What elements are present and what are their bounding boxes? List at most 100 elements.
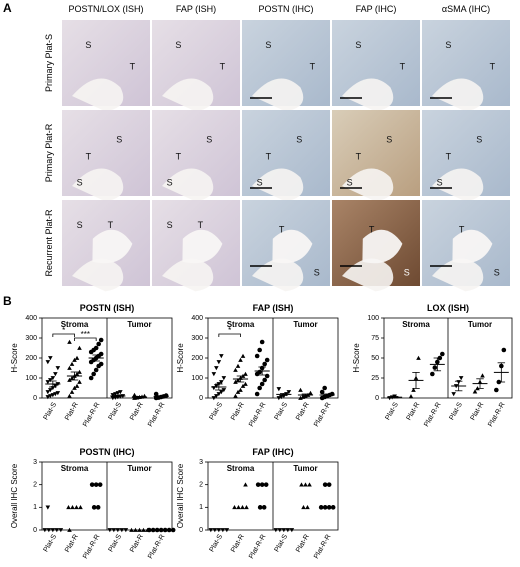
data-point <box>235 377 241 382</box>
data-point <box>472 389 478 394</box>
data-point <box>451 392 456 397</box>
group-label: Stroma <box>227 320 255 329</box>
data-point <box>48 388 53 393</box>
data-point <box>298 387 303 392</box>
data-point <box>219 380 224 385</box>
y-axis-label: H-Score <box>352 343 361 373</box>
data-point <box>66 505 71 510</box>
data-point <box>69 389 75 394</box>
x-tick-label: Plat-R <box>295 533 311 553</box>
data-point <box>233 393 238 398</box>
significance-label: * <box>228 326 231 335</box>
column-header: FAP (ISH) <box>176 4 216 14</box>
data-point <box>257 385 262 391</box>
y-tick-label: 400 <box>25 315 37 322</box>
x-tick-label: Plat-R <box>406 401 422 421</box>
data-point <box>170 527 176 533</box>
data-point <box>264 373 270 379</box>
x-tick-label: Plat-R <box>129 533 145 553</box>
group-label: Tumor <box>127 464 151 473</box>
data-point <box>233 379 238 384</box>
data-point <box>98 337 104 343</box>
data-point <box>322 505 328 510</box>
data-point <box>243 381 248 386</box>
data-point <box>137 527 142 532</box>
data-point <box>261 505 267 510</box>
data-point <box>236 505 241 510</box>
significance-label: *** <box>81 330 90 339</box>
data-point <box>263 482 269 487</box>
data-point <box>232 505 237 510</box>
data-point <box>220 528 226 533</box>
x-tick-label: Plat-R-R <box>147 401 166 428</box>
data-point <box>254 353 260 359</box>
data-point <box>72 357 77 362</box>
row-label: Recurrent Plat-R <box>44 209 54 277</box>
x-tick-label: Plat-S <box>43 401 59 421</box>
tissue-label: S <box>265 40 271 50</box>
data-point <box>301 505 306 510</box>
column-header: αSMA (IHC) <box>442 4 490 14</box>
data-point <box>216 528 222 533</box>
data-point <box>77 345 82 350</box>
tissue-lumen <box>162 78 214 112</box>
data-point <box>216 392 222 397</box>
y-tick-label: 200 <box>191 355 203 362</box>
data-point <box>132 392 137 397</box>
data-point <box>255 482 261 487</box>
data-point <box>45 360 51 365</box>
tissue-label: T <box>369 224 375 234</box>
data-point <box>166 527 172 533</box>
data-point <box>212 528 218 533</box>
data-point <box>78 505 83 510</box>
data-point <box>53 372 58 377</box>
tissue-lumen <box>362 229 403 264</box>
data-point <box>214 366 219 371</box>
data-point <box>88 375 94 381</box>
tissue-label: S <box>437 177 443 187</box>
y-tick-label: 100 <box>367 315 379 322</box>
x-tick-label: Plat-S <box>274 401 290 421</box>
data-point <box>286 390 292 395</box>
data-point <box>319 389 325 395</box>
tissue-label: S <box>85 40 91 50</box>
chart-title: FAP (IHC) <box>252 447 293 457</box>
tissue-label: S <box>476 134 482 144</box>
data-point <box>494 387 499 393</box>
data-point <box>219 390 224 395</box>
data-point <box>221 376 227 381</box>
tissue-lumen <box>162 168 214 202</box>
tissue-label: T <box>459 224 465 234</box>
data-point <box>326 505 332 510</box>
data-point <box>119 528 125 533</box>
data-point <box>115 528 121 533</box>
data-point <box>153 391 159 397</box>
data-point <box>113 392 118 397</box>
data-point <box>74 355 80 360</box>
y-tick-label: 1 <box>33 504 37 511</box>
data-point <box>416 355 421 360</box>
tissue-label: S <box>77 220 83 230</box>
data-point <box>430 371 435 377</box>
data-point <box>67 377 72 382</box>
x-tick-label: Plat-R-R <box>313 533 332 560</box>
x-tick-label: Plat-R-R <box>248 533 267 560</box>
data-point <box>273 528 279 533</box>
y-tick-label: 100 <box>191 375 203 382</box>
data-point <box>133 527 138 532</box>
y-tick-label: 2 <box>33 482 37 489</box>
data-point <box>238 387 243 392</box>
data-point <box>70 505 75 510</box>
data-point <box>98 361 104 367</box>
data-point <box>129 527 134 532</box>
row-label: Primary Plat-R <box>44 123 54 182</box>
y-tick-label: 0 <box>33 395 37 402</box>
tissue-label: T <box>310 62 316 72</box>
data-point <box>240 505 245 510</box>
tissue-label: S <box>206 134 212 144</box>
data-point <box>257 347 262 353</box>
data-point <box>98 351 104 357</box>
y-tick-label: 3 <box>33 459 37 466</box>
tissue-label: T <box>400 62 406 72</box>
